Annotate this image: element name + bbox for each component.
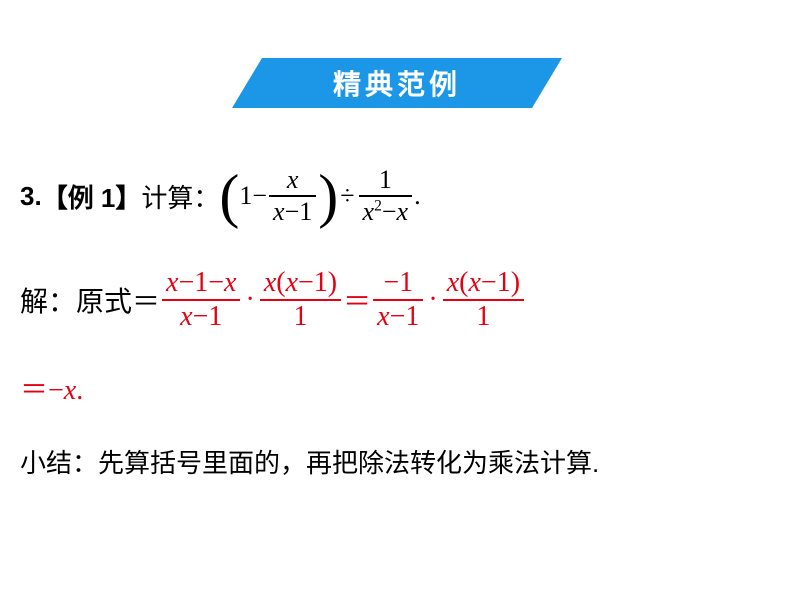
fraction-2: 1 x2−x bbox=[359, 165, 413, 227]
example-label: 【例 1】 bbox=[42, 178, 142, 215]
sol-frac-4: x(x−1) 1 bbox=[443, 267, 524, 333]
frac1-den-op: − bbox=[285, 197, 300, 226]
frac2-den-op: − bbox=[382, 197, 397, 226]
frac1-den-a: x bbox=[273, 197, 285, 226]
sol-f4-den: 1 bbox=[472, 301, 494, 333]
sol-frac-1: x−1−x x−1 bbox=[162, 267, 240, 333]
sol-f3-den: x−1 bbox=[373, 301, 423, 333]
problem-line: 3. 【例 1】 计算： ( 1 − x x−1 ) ÷ 1 x2−x . bbox=[20, 165, 774, 227]
frac2-den-a: x bbox=[363, 197, 375, 226]
frac1-den: x−1 bbox=[269, 197, 316, 227]
problem-period: . bbox=[414, 181, 421, 211]
sol-frac-2: x(x−1) 1 bbox=[260, 267, 341, 333]
frac1-den-b: 1 bbox=[299, 197, 312, 226]
solution-prefix: 解：原式＝ bbox=[20, 280, 160, 320]
sol-f4-num: x(x−1) bbox=[443, 267, 524, 299]
solution-line-1: 解：原式＝ x−1−x x−1 · x(x−1) 1 ＝ −1 x−1 · x(… bbox=[20, 267, 774, 333]
prompt-text: 计算： bbox=[141, 178, 219, 215]
footnote: 小结：先算括号里面的，再把除法转化为乘法计算. bbox=[20, 443, 774, 480]
fraction-1: x x−1 bbox=[269, 165, 316, 227]
frac2-den: x2−x bbox=[359, 197, 413, 227]
sol-f3-num: −1 bbox=[379, 267, 417, 299]
frac1-num: x bbox=[283, 165, 303, 195]
banner-slant-left bbox=[232, 58, 262, 108]
sol-f2-num: x(x−1) bbox=[260, 267, 341, 299]
solution-line-2: ＝−x. bbox=[20, 368, 774, 408]
expr-one: 1 bbox=[239, 181, 252, 211]
frac2-den-exp: 2 bbox=[374, 197, 382, 214]
frac2-num: 1 bbox=[375, 165, 396, 195]
problem-number: 3. bbox=[20, 181, 42, 212]
sol-f2-den: 1 bbox=[289, 301, 311, 333]
content-area: 3. 【例 1】 计算： ( 1 − x x−1 ) ÷ 1 x2−x . 解：… bbox=[20, 165, 774, 480]
div-op: ÷ bbox=[338, 181, 356, 211]
sol-frac-3: −1 x−1 bbox=[373, 267, 423, 333]
sol-f1-num: x−1−x bbox=[162, 267, 240, 299]
banner-slant-right bbox=[532, 58, 562, 108]
expr-minus: − bbox=[252, 181, 267, 211]
section-banner: 精典范例 bbox=[232, 58, 562, 108]
sol-eq: ＝ bbox=[343, 280, 371, 320]
sol-dot-1: · bbox=[242, 284, 257, 316]
banner-title: 精典范例 bbox=[262, 58, 532, 108]
frac2-den-b: x bbox=[397, 197, 409, 226]
sol-dot-2: · bbox=[425, 284, 440, 316]
sol-f1-den: x−1 bbox=[176, 301, 226, 333]
